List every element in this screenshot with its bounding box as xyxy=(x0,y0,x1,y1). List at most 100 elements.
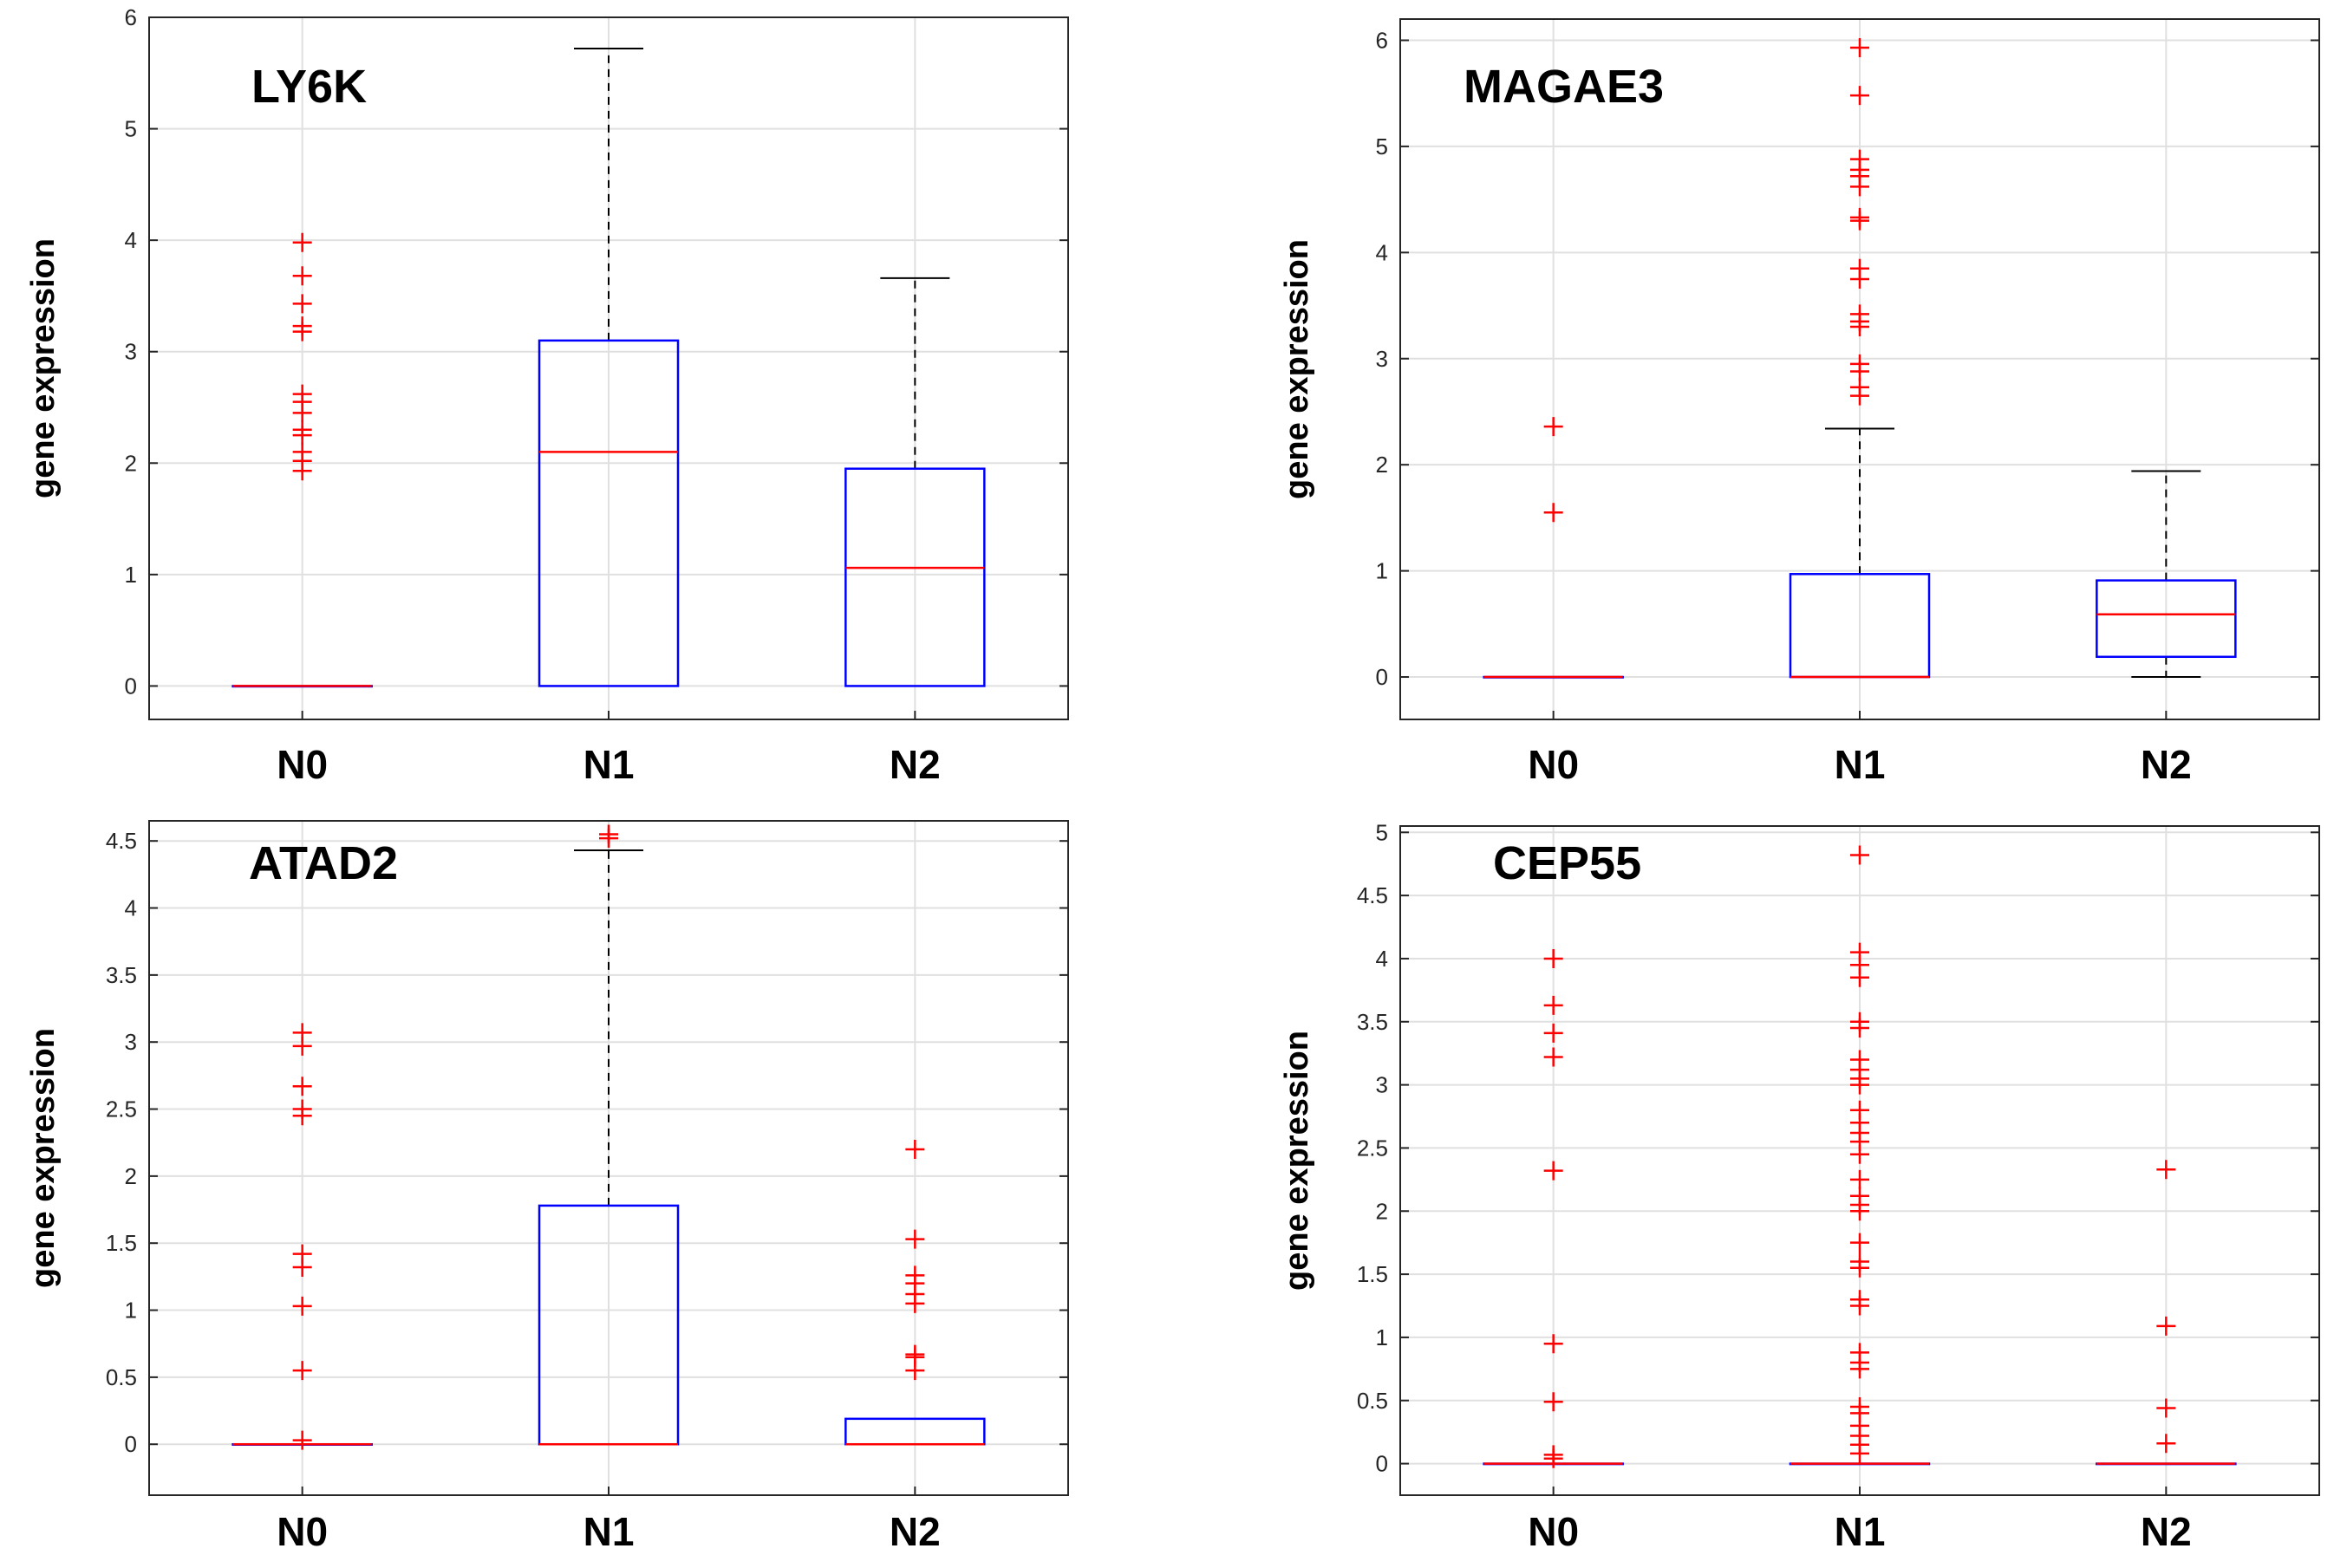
x-tick-label-N0: N0 xyxy=(1528,1509,1579,1554)
x-tick-label-N1: N1 xyxy=(584,1509,635,1554)
y-axis-label: gene expression xyxy=(1279,239,1315,499)
panel-magae3: 0 1 2 3 4 5 6 N0 N1 N2 gene expression MAGAE3 xyxy=(1279,18,2320,787)
outlier-N1 xyxy=(1850,207,1869,227)
box-N2 xyxy=(2096,579,2237,659)
outlier-N0 xyxy=(1543,503,1563,523)
outlier-N1 xyxy=(1850,1186,1869,1206)
outlier-N0 xyxy=(292,232,312,252)
outlier-N0 xyxy=(1543,948,1563,968)
outlier-N1 xyxy=(599,824,618,844)
y-tick-label: 1.5 xyxy=(1357,1261,1388,1287)
outlier-N1 xyxy=(1850,1290,1869,1310)
y-tick-label: 0 xyxy=(125,1431,137,1457)
y-tick-label: 0 xyxy=(1376,664,1388,690)
panel-atad2: 0 0.5 1 1.5 2 2.5 3 3.5 4 4.5 N0 N1 N2 gene expressio… xyxy=(25,820,1069,1554)
outlier-N0 xyxy=(292,420,312,439)
y-tick-label: 0 xyxy=(125,673,137,699)
outlier-N0 xyxy=(1543,1023,1563,1043)
outlier-N2 xyxy=(2156,1398,2176,1418)
x-tick-label-N2: N2 xyxy=(2141,1509,2192,1554)
y-tick-label: 2 xyxy=(125,450,137,476)
outlier-N0 xyxy=(292,266,312,286)
outlier-N0 xyxy=(292,1361,312,1381)
outlier-N0 xyxy=(292,442,312,462)
outlier-N1 xyxy=(1850,1100,1869,1120)
outlier-N2 xyxy=(905,1344,925,1364)
y-tick-label: 3 xyxy=(1376,346,1388,372)
y-tick-label: 1 xyxy=(125,1298,137,1324)
y-tick-label: 2 xyxy=(125,1163,137,1189)
panel-cep55: 0 0.5 1 1.5 2 2.5 3 3.5 4 4.5 5 N0 N1 N2 gene expressi… xyxy=(1279,819,2320,1554)
x-tick-label-N1: N1 xyxy=(1835,1509,1886,1554)
y-tick-label: 5 xyxy=(1376,819,1388,845)
y-tick-label: 3.5 xyxy=(106,962,137,988)
outlier-N1 xyxy=(1850,1397,1869,1417)
y-tick-label: 5 xyxy=(125,116,137,142)
y-tick-label: 6 xyxy=(1376,27,1388,53)
outlier-N2 xyxy=(2156,1434,2176,1454)
y-tick-label: 2.5 xyxy=(106,1096,137,1122)
outlier-N2 xyxy=(2156,1316,2176,1336)
outlier-N0 xyxy=(292,384,312,404)
outlier-N0 xyxy=(292,1077,312,1096)
y-tick-label: 4.5 xyxy=(1357,882,1388,908)
outlier-N0 xyxy=(292,1099,312,1119)
panel-ly6k: 0 1 2 3 4 5 6 N0 N1 N2 gene expression LY6K xyxy=(25,4,1069,787)
y-tick-label: 2 xyxy=(1376,452,1388,478)
outlier-N1 xyxy=(1850,149,1869,169)
outlier-N1 xyxy=(1850,258,1869,278)
y-tick-label: 0.5 xyxy=(1357,1388,1388,1414)
outlier-N0 xyxy=(1543,1161,1563,1181)
outlier-N1 xyxy=(1850,1050,1869,1070)
x-tick-label-N1: N1 xyxy=(1835,742,1886,787)
x-tick-label-N2: N2 xyxy=(890,742,941,787)
outlier-N1 xyxy=(1850,845,1869,865)
outlier-N1 xyxy=(1850,354,1869,374)
y-tick-label: 4 xyxy=(1376,239,1388,265)
x-tick-label-N0: N0 xyxy=(1528,742,1579,787)
y-tick-label: 5 xyxy=(1376,133,1388,159)
y-tick-label: 4 xyxy=(1376,946,1388,972)
outlier-N0 xyxy=(1543,1445,1563,1465)
y-tick-label: 4.5 xyxy=(106,828,137,854)
outlier-N0 xyxy=(1543,1047,1563,1067)
y-tick-label: 3 xyxy=(1376,1072,1388,1098)
outlier-N0 xyxy=(1543,417,1563,437)
y-axis-label: gene expression xyxy=(25,1028,62,1288)
y-tick-label: 0.5 xyxy=(106,1364,137,1390)
y-axis-label: gene expression xyxy=(1279,1031,1315,1291)
outlier-N1 xyxy=(1850,1012,1869,1031)
outlier-N0 xyxy=(1543,1334,1563,1354)
outlier-N2 xyxy=(905,1139,925,1159)
y-tick-label: 4 xyxy=(125,895,137,921)
y-tick-label: 2 xyxy=(1376,1198,1388,1224)
outlier-N1 xyxy=(1850,86,1869,106)
x-tick-label-N0: N0 xyxy=(277,742,328,787)
outlier-N1 xyxy=(1850,1252,1869,1272)
outlier-N1 xyxy=(1850,1233,1869,1252)
y-axis-label: gene expression xyxy=(25,238,62,498)
outlier-N0 xyxy=(292,1244,312,1264)
y-tick-label: 3 xyxy=(125,339,137,365)
outlier-N0 xyxy=(292,1296,312,1316)
outlier-N2 xyxy=(905,1265,925,1285)
y-tick-label: 0 xyxy=(1376,1451,1388,1477)
x-tick-label-N2: N2 xyxy=(890,1509,941,1554)
gene-title: ATAD2 xyxy=(249,837,398,889)
y-tick-label: 1 xyxy=(1376,558,1388,584)
gene-title: LY6K xyxy=(251,61,367,113)
outlier-N1 xyxy=(1850,377,1869,397)
outlier-N2 xyxy=(905,1229,925,1249)
y-tick-label: 1 xyxy=(125,562,137,588)
outlier-N1 xyxy=(1850,1169,1869,1189)
x-tick-label-N2: N2 xyxy=(2141,742,2192,787)
y-tick-label: 1 xyxy=(1376,1324,1388,1350)
y-tick-label: 4 xyxy=(125,227,137,253)
gene-title: CEP55 xyxy=(1493,837,1641,889)
outlier-N1 xyxy=(1850,304,1869,324)
outlier-N0 xyxy=(292,294,312,314)
outlier-N0 xyxy=(292,1430,312,1450)
x-tick-label-N1: N1 xyxy=(584,742,635,787)
outlier-N0 xyxy=(292,316,312,336)
